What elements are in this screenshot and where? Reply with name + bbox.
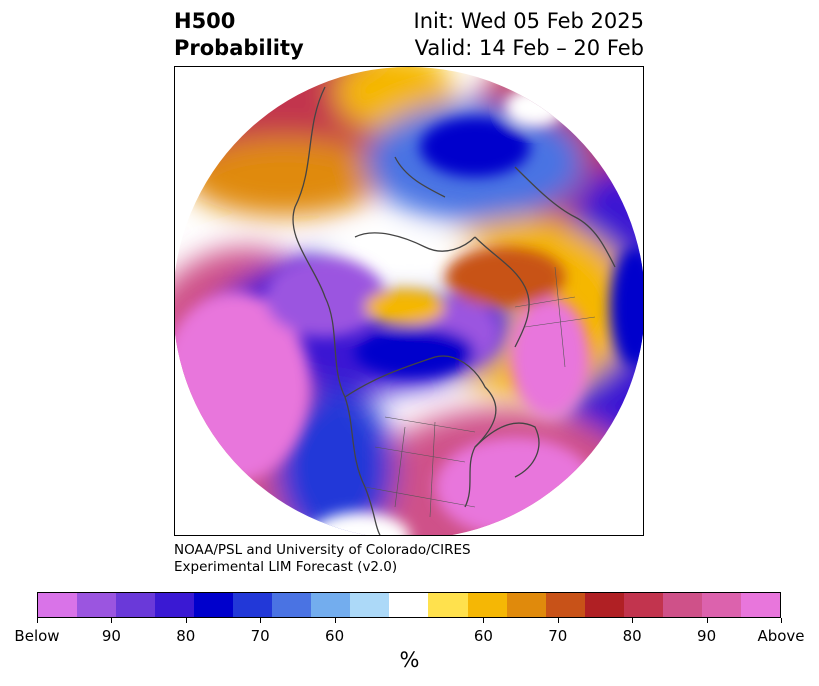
colorbar-tick	[260, 618, 262, 623]
colorbar-tick-label: 60	[473, 627, 493, 645]
colorbar-tick-label: 80	[622, 627, 642, 645]
colorbar-cell	[272, 593, 312, 617]
colorbar-ticks: Below 90 80 70 60 60 70 80 90 Above	[14, 618, 805, 645]
borders	[364, 266, 596, 518]
colorbar-cell	[194, 593, 234, 617]
colorbar-cell	[740, 593, 780, 617]
colorbar-unit: %	[399, 648, 420, 672]
colorbar-tick-label: 90	[697, 627, 717, 645]
coastlines	[292, 86, 616, 535]
colorbar-cell	[233, 593, 273, 617]
colorbar-cell	[662, 593, 702, 617]
colorbar-cell	[38, 593, 78, 617]
forecast-dates: Init: Wed 05 Feb 2025 Valid: 14 Feb – 20…	[414, 8, 644, 62]
colorbar-cell	[584, 593, 624, 617]
colorbar-tick-label: 70	[250, 627, 270, 645]
colorbar-tick-label: Above	[757, 627, 805, 645]
credit-line-1: NOAA/PSL and University of Colorado/CIRE…	[174, 542, 471, 558]
init-date: Init: Wed 05 Feb 2025	[413, 9, 644, 33]
colorbar-cell	[545, 593, 585, 617]
colorbar-cell	[506, 593, 546, 617]
polar-projection	[175, 67, 643, 535]
colorbar-tick	[632, 618, 634, 623]
colorbar-tick-label: 80	[176, 627, 196, 645]
colorbar-tick	[781, 618, 782, 623]
colorbar-tick-label: 90	[101, 627, 121, 645]
colorbar-tick	[185, 618, 187, 623]
valid-range: Valid: 14 Feb – 20 Feb	[414, 36, 644, 60]
colorbar-cell	[467, 593, 507, 617]
colorbar-cell	[428, 593, 468, 617]
variable-label: H500	[174, 9, 236, 33]
colorbar-cell	[623, 593, 663, 617]
field-label: Probability	[174, 36, 304, 60]
colorbar-tick	[111, 618, 113, 623]
colorbar-tick	[483, 618, 485, 623]
colorbar-cell	[350, 593, 390, 617]
colorbar-cell	[389, 593, 429, 617]
colorbar-tick	[706, 618, 708, 623]
colorbar-tick-label: Below	[14, 627, 60, 645]
colorbar-cell	[701, 593, 741, 617]
colorbar-cell	[155, 593, 195, 617]
colorbar	[37, 592, 781, 618]
probability-field	[175, 67, 643, 535]
colorbar-tick	[334, 618, 336, 623]
colorbar-tick-label: 60	[325, 627, 345, 645]
colorbar-cell	[77, 593, 117, 617]
probability-map	[174, 66, 644, 536]
colorbar-tick	[37, 618, 38, 623]
colorbar-tick	[557, 618, 559, 623]
credit-line-2: Experimental LIM Forecast (v2.0)	[174, 559, 398, 575]
colorbar-cell	[116, 593, 156, 617]
colorbar-cell	[311, 593, 351, 617]
colorbar-tick-label: 70	[548, 627, 568, 645]
credit-text: NOAA/PSL and University of Colorado/CIRE…	[174, 542, 471, 576]
map-title: H500 Probability	[174, 8, 304, 62]
